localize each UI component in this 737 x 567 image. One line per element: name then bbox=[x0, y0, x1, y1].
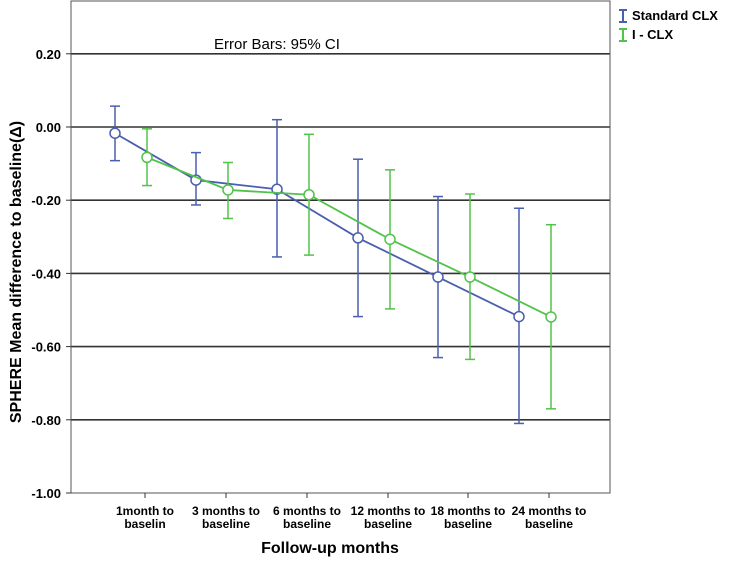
plot-frame bbox=[70, 0, 611, 494]
data-point bbox=[352, 232, 364, 244]
data-point bbox=[545, 311, 557, 323]
data-point bbox=[303, 188, 315, 201]
series bbox=[109, 105, 557, 425]
series-line bbox=[146, 156, 552, 318]
gridlines bbox=[71, 52, 610, 421]
data-point bbox=[109, 127, 121, 139]
data-point bbox=[432, 271, 444, 283]
series-standard-clx bbox=[109, 105, 525, 425]
data-point bbox=[513, 310, 525, 323]
x-tick-label: 6 months to baseline bbox=[273, 504, 341, 531]
legend-item-standard-clx: Standard CLX bbox=[618, 6, 718, 25]
y-tick-label: -0.40 bbox=[31, 266, 61, 281]
data-point bbox=[222, 184, 234, 196]
error-bar-icon bbox=[618, 8, 628, 23]
x-tick-label: 18 months to baseline bbox=[431, 504, 506, 531]
legend: Standard CLX I - CLX bbox=[618, 6, 718, 44]
x-tick-label: 24 months to baseline bbox=[512, 504, 587, 531]
data-point bbox=[464, 271, 476, 283]
legend-label: Standard CLX bbox=[632, 8, 718, 23]
y-axis-label: SPHERE Mean difference to baseline(Δ) bbox=[8, 120, 25, 424]
series-i-clx bbox=[141, 128, 557, 410]
x-tick-label: 12 months to baseline bbox=[351, 504, 426, 531]
y-axis: 0.20 0.00 -0.20 -0.40 -0.60 -0.80 -1.00 bbox=[31, 47, 71, 501]
x-axis-label: Follow-up months bbox=[261, 540, 399, 557]
y-tick-label: 0.00 bbox=[36, 120, 61, 135]
series-line bbox=[114, 132, 520, 318]
y-tick-label: -0.80 bbox=[31, 413, 61, 428]
y-tick-label: 0.20 bbox=[36, 47, 61, 62]
x-axis: 1month to baselin 3 months to baseline 6 mon… bbox=[116, 493, 586, 531]
y-tick-label: -0.20 bbox=[31, 193, 61, 208]
x-tick-label: 3 months to baseline bbox=[192, 504, 260, 531]
error-bar-icon bbox=[618, 27, 628, 42]
error-bar-annotation: Error Bars: 95% CI bbox=[214, 36, 340, 53]
data-point bbox=[271, 183, 283, 195]
data-point bbox=[141, 151, 153, 164]
legend-item-i-clx: I - CLX bbox=[618, 25, 718, 44]
x-tick-label: 1month to baselin bbox=[116, 504, 174, 531]
y-tick-label: -1.00 bbox=[31, 486, 61, 501]
data-point bbox=[384, 233, 396, 246]
legend-label: I - CLX bbox=[632, 27, 674, 42]
y-tick-label: -0.60 bbox=[31, 340, 61, 355]
